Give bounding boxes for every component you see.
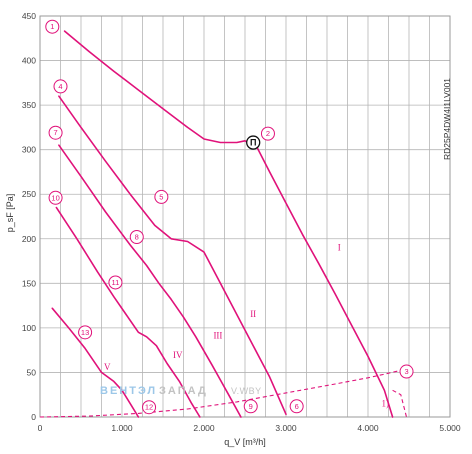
marker-6: 6 [289,399,304,414]
watermark: ВЕНТЭЛ ЗАПАД V.WBY [100,385,262,397]
curve-i-dashed-extension [392,389,408,418]
marker-9: 9 [243,399,258,414]
operating-point-label: Π [250,138,257,148]
y-tick-label: 250 [22,189,36,199]
grid [39,15,451,418]
watermark-brand-blue: ВЕНТЭЛ [100,385,157,397]
y-tick-label: 0 [31,412,36,422]
x-tick-label: 5.000 [439,423,461,433]
marker-number: 6 [295,402,299,411]
marker-number: 12 [145,403,153,412]
marker-circle [154,189,169,204]
marker-number: 13 [81,328,89,337]
marker-5: 5 [154,189,169,204]
marker-number: 7 [53,128,57,137]
x-tick-label: 2.000 [193,423,215,433]
marker-number: 11 [112,278,120,287]
marker-circle [399,364,414,379]
watermark-domain: V.WBY [231,386,262,396]
fan-curve-iv [55,206,201,418]
marker-circle [129,229,144,244]
marker-number: 8 [135,232,139,241]
marker-number: 4 [58,82,62,91]
fan-curve-iii [58,144,242,418]
marker-circle [289,399,304,414]
operating-point-circle [246,135,261,150]
fan-curve-v [51,307,140,418]
curve-label-i: I [338,242,341,252]
x-tick-label: 3.000 [275,423,297,433]
marker-circle [78,325,93,340]
system-curve [39,370,400,418]
marker-number: 5 [159,192,163,201]
marker-circle [48,190,63,205]
curve-label-iv: IV [173,350,183,360]
y-tick-label: 350 [22,100,36,110]
curve-label-iii: III [213,331,222,341]
x-tick-label: 4.000 [357,423,379,433]
y-tick-label: 300 [22,145,36,155]
y-tick-label: 200 [22,234,36,244]
curve-label-ii: II [250,309,256,319]
marker-circle [53,79,68,94]
marker-circle [48,125,63,140]
x-tick-label: 0 [38,423,43,433]
system-curve-layer [39,370,408,418]
y-tick-label: 100 [22,323,36,333]
marker-number: 2 [266,129,270,138]
marker-circle [108,275,123,290]
x-axis-title: q_V [m³/h] [224,437,266,447]
marker-8: 8 [129,229,144,244]
marker-11: 11 [108,275,123,290]
marker-13: 13 [78,325,93,340]
region-label: 1) [381,398,389,408]
y-tick-label: 400 [22,56,36,66]
plot-frame [39,15,451,418]
model-code-label: RD25P4DW4I1LV001 [442,78,452,160]
marker-10: 10 [48,190,63,205]
fan-curves [51,30,394,418]
y-tick-label: 50 [27,367,37,377]
marker-circle [260,126,275,141]
curve-label-v: V [104,362,111,372]
marker-7: 7 [48,125,63,140]
fan-curve-ii [58,95,287,416]
y-tick-label: 450 [22,11,36,21]
marker-number: 9 [249,402,253,411]
marker-1: 1 [45,19,60,34]
operating-point: Π [246,135,261,150]
marker-number: 10 [51,193,59,202]
watermark-brand-gray: ЗАПАД [159,385,208,397]
marker-circle [243,399,258,414]
marker-circle [45,19,60,34]
y-tick-label: 150 [22,278,36,288]
marker-number: 3 [404,367,408,376]
x-tick-label: 1.000 [111,423,133,433]
y-axis-title: p_sF [Pa] [5,194,15,233]
marker-circle [142,400,157,415]
marker-4: 4 [53,79,68,94]
marker-12: 12 [142,400,157,415]
marker-2: 2 [260,126,275,141]
axis-ticks: 0 1.000 2.000 3.000 4.000 5.00005010015020025… [22,11,461,433]
marker-number: 1 [50,22,54,31]
marker-3: 3 [399,364,414,379]
